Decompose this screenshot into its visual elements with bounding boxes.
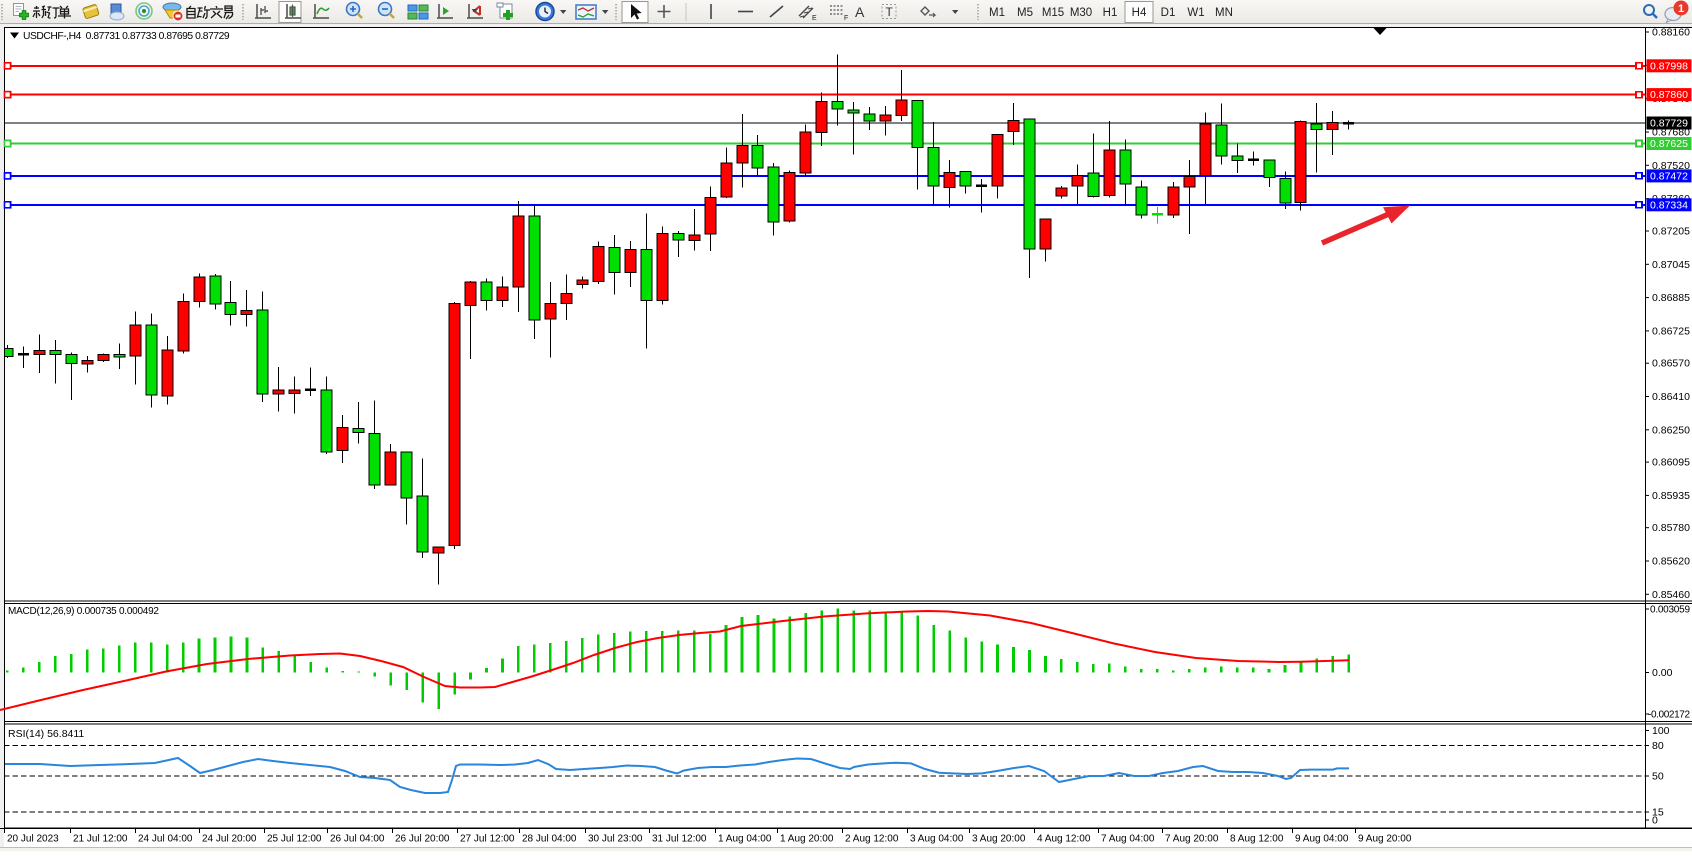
- svg-text:W1: W1: [1187, 7, 1204, 19]
- svg-text:MACD(12,26,9) 0.000735 0.00049: MACD(12,26,9) 0.000735 0.000492: [8, 606, 159, 617]
- svg-text:100: 100: [1652, 725, 1670, 737]
- svg-text:E: E: [812, 15, 817, 22]
- svg-text:0.003059: 0.003059: [1650, 605, 1690, 616]
- svg-text:24 Jul 20:00: 24 Jul 20:00: [202, 834, 257, 845]
- svg-text:26 Jul 20:00: 26 Jul 20:00: [395, 834, 450, 845]
- svg-text:1 Aug 20:00: 1 Aug 20:00: [780, 834, 834, 845]
- svg-text:0.86095: 0.86095: [1652, 457, 1690, 469]
- svg-text:0: 0: [1652, 815, 1658, 827]
- svg-text:A: A: [855, 4, 865, 20]
- svg-text:50: 50: [1652, 771, 1664, 783]
- svg-text:M15: M15: [1042, 7, 1064, 19]
- svg-text:3 Aug 04:00: 3 Aug 04:00: [910, 834, 964, 845]
- svg-text:30 Jul 23:00: 30 Jul 23:00: [588, 834, 643, 845]
- svg-text:F: F: [844, 15, 848, 22]
- svg-text:20 Jul 2023: 20 Jul 2023: [7, 834, 59, 845]
- svg-text:27 Jul 12:00: 27 Jul 12:00: [460, 834, 515, 845]
- svg-text:1 Aug 04:00: 1 Aug 04:00: [718, 834, 772, 845]
- svg-text:0.86410: 0.86410: [1652, 391, 1690, 403]
- svg-text:4 Aug 12:00: 4 Aug 12:00: [1037, 834, 1091, 845]
- svg-text:0.87729: 0.87729: [1650, 118, 1688, 130]
- svg-text:0.87520: 0.87520: [1652, 160, 1690, 172]
- svg-text:0.86250: 0.86250: [1652, 424, 1690, 436]
- svg-text:USDCHF-,H4 0.87731 0.87733 0.: USDCHF-,H4 0.87731 0.87733 0.87695 0.877…: [23, 31, 230, 42]
- svg-text:9 Aug 20:00: 9 Aug 20:00: [1358, 834, 1412, 845]
- svg-text:RSI(14) 56.8411: RSI(14) 56.8411: [8, 728, 84, 740]
- svg-text:0.87205: 0.87205: [1652, 226, 1690, 238]
- svg-text:0.87860: 0.87860: [1650, 89, 1688, 101]
- svg-text:24 Jul 04:00: 24 Jul 04:00: [138, 834, 193, 845]
- svg-text:0.87334: 0.87334: [1650, 199, 1688, 211]
- svg-text:0.00: 0.00: [1652, 667, 1673, 679]
- svg-text:28 Jul 04:00: 28 Jul 04:00: [522, 834, 577, 845]
- svg-text:26 Jul 04:00: 26 Jul 04:00: [330, 834, 385, 845]
- svg-text:0.86570: 0.86570: [1652, 358, 1690, 370]
- svg-text:0.85935: 0.85935: [1652, 490, 1690, 502]
- svg-text:M30: M30: [1070, 7, 1092, 19]
- svg-text:MN: MN: [1215, 7, 1233, 19]
- svg-text:-0.002172: -0.002172: [1648, 710, 1690, 721]
- svg-text:80: 80: [1652, 740, 1664, 752]
- svg-text:1: 1: [1678, 3, 1684, 15]
- svg-text:0.86725: 0.86725: [1652, 325, 1690, 337]
- svg-text:M5: M5: [1017, 7, 1033, 19]
- svg-text:0.85780: 0.85780: [1652, 522, 1690, 534]
- svg-text:21 Jul 12:00: 21 Jul 12:00: [73, 834, 128, 845]
- svg-text:H4: H4: [1132, 7, 1147, 19]
- svg-text:0.87045: 0.87045: [1652, 259, 1690, 271]
- svg-text:8 Aug 12:00: 8 Aug 12:00: [1230, 834, 1284, 845]
- svg-text:25 Jul 12:00: 25 Jul 12:00: [267, 834, 322, 845]
- svg-text:15: 15: [1652, 807, 1664, 819]
- svg-text:7 Aug 20:00: 7 Aug 20:00: [1165, 834, 1219, 845]
- svg-text:2 Aug 12:00: 2 Aug 12:00: [845, 834, 899, 845]
- svg-text:0.87472: 0.87472: [1650, 170, 1688, 182]
- svg-text:M1: M1: [989, 7, 1005, 19]
- svg-text:0.86885: 0.86885: [1652, 292, 1690, 304]
- svg-text:0.88160: 0.88160: [1652, 27, 1690, 39]
- svg-text:0.87625: 0.87625: [1650, 138, 1688, 150]
- svg-text:7 Aug 04:00: 7 Aug 04:00: [1101, 834, 1155, 845]
- svg-text:31 Jul 12:00: 31 Jul 12:00: [652, 834, 707, 845]
- svg-text:D1: D1: [1161, 7, 1176, 19]
- svg-text:3 Aug 20:00: 3 Aug 20:00: [972, 834, 1026, 845]
- svg-text:0.87998: 0.87998: [1650, 60, 1688, 72]
- svg-text:0.85460: 0.85460: [1652, 589, 1690, 601]
- svg-text:H1: H1: [1103, 7, 1118, 19]
- svg-text:9 Aug 04:00: 9 Aug 04:00: [1295, 834, 1349, 845]
- svg-text:0.85620: 0.85620: [1652, 556, 1690, 568]
- svg-text:T: T: [886, 5, 894, 19]
